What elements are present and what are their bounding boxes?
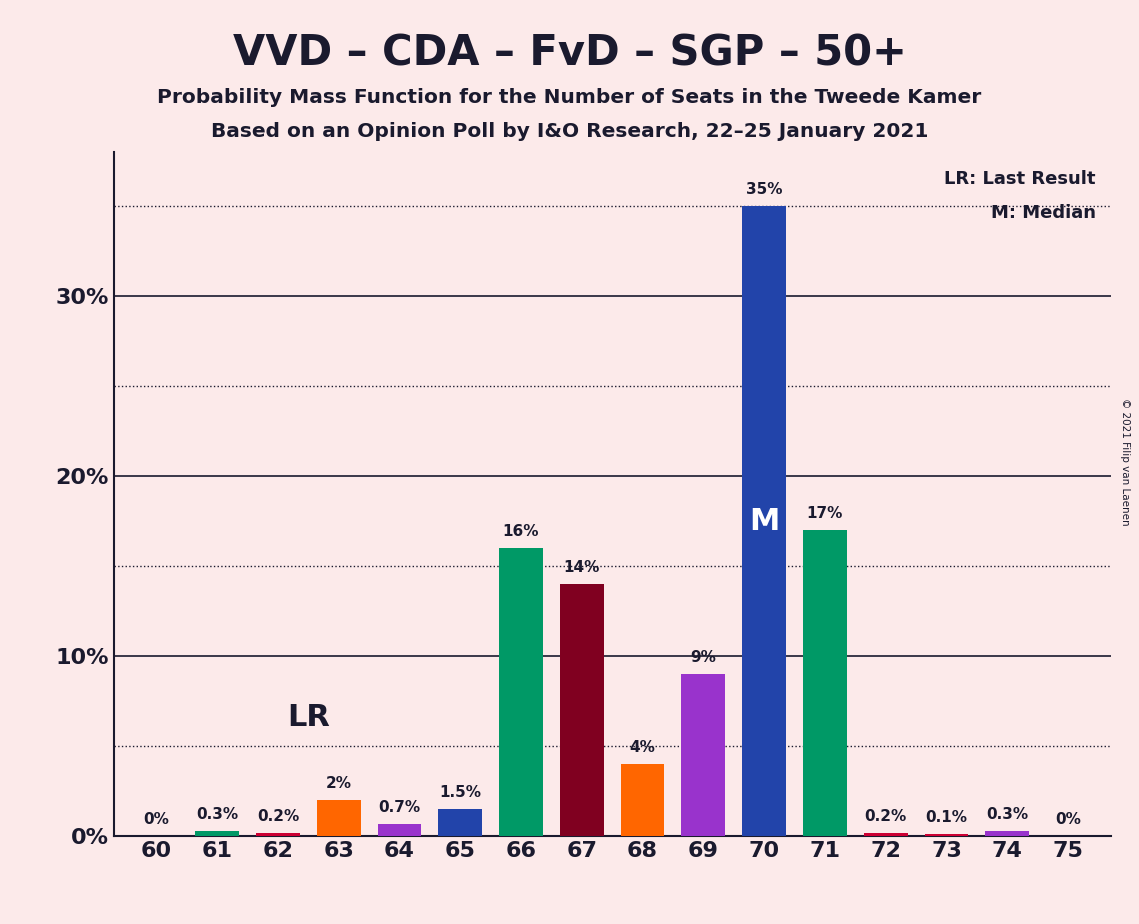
Bar <box>317 800 361 836</box>
Text: 0.2%: 0.2% <box>865 808 907 823</box>
Text: 0.3%: 0.3% <box>196 807 238 821</box>
Text: 0%: 0% <box>144 812 170 827</box>
Bar <box>560 584 604 836</box>
Text: 1.5%: 1.5% <box>440 785 482 800</box>
Text: Probability Mass Function for the Number of Seats in the Tweede Kamer: Probability Mass Function for the Number… <box>157 88 982 107</box>
Bar <box>439 809 482 836</box>
Text: 0.1%: 0.1% <box>926 810 967 825</box>
Bar <box>803 530 846 836</box>
Bar <box>499 548 543 836</box>
Bar <box>681 675 726 836</box>
Text: 35%: 35% <box>746 182 782 198</box>
Text: 16%: 16% <box>502 524 539 540</box>
Text: M: Median: M: Median <box>991 203 1096 222</box>
Text: 0.3%: 0.3% <box>986 807 1029 821</box>
Text: LR: LR <box>287 703 330 732</box>
Bar <box>743 206 786 836</box>
Text: M: M <box>749 507 779 536</box>
Bar <box>256 833 300 836</box>
Bar <box>863 833 908 836</box>
Bar <box>925 834 968 836</box>
Text: LR: Last Result: LR: Last Result <box>944 170 1096 188</box>
Text: 14%: 14% <box>564 560 600 576</box>
Text: 0.7%: 0.7% <box>378 799 420 815</box>
Text: Based on an Opinion Poll by I&O Research, 22–25 January 2021: Based on an Opinion Poll by I&O Research… <box>211 122 928 141</box>
Text: 0.2%: 0.2% <box>257 808 300 823</box>
Text: 4%: 4% <box>630 740 656 755</box>
Text: 17%: 17% <box>806 506 843 521</box>
Text: VVD – CDA – FvD – SGP – 50+: VVD – CDA – FvD – SGP – 50+ <box>232 32 907 74</box>
Text: 0%: 0% <box>1055 812 1081 827</box>
Bar <box>378 823 421 836</box>
Text: 9%: 9% <box>690 650 716 665</box>
Bar <box>195 831 239 836</box>
Bar <box>985 831 1030 836</box>
Text: © 2021 Filip van Laenen: © 2021 Filip van Laenen <box>1121 398 1130 526</box>
Text: 2%: 2% <box>326 776 352 791</box>
Bar <box>621 764 664 836</box>
